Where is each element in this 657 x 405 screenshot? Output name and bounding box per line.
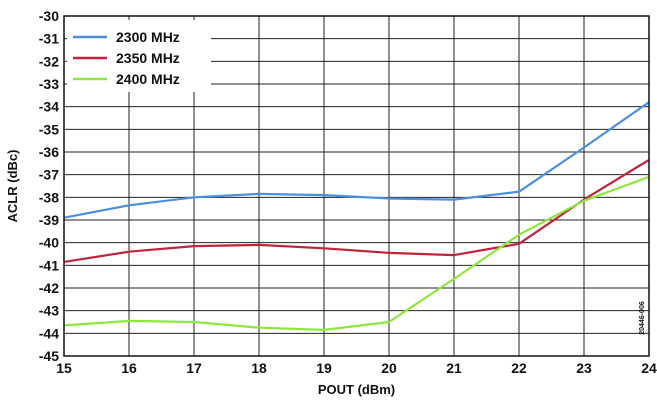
series-line-3 bbox=[63, 175, 650, 331]
x-tick-label: 21 bbox=[446, 360, 462, 376]
y-tick-label: -37 bbox=[39, 167, 59, 183]
y-tick-label: -34 bbox=[39, 99, 59, 115]
y-tick-label: -36 bbox=[39, 144, 59, 160]
legend-label-2: 2350 MHz bbox=[116, 50, 180, 66]
x-tick-label: 22 bbox=[511, 360, 527, 376]
y-tick-label: -39 bbox=[39, 212, 59, 228]
plot-frame bbox=[63, 15, 650, 357]
x-tick-label: 19 bbox=[316, 360, 332, 376]
x-tick-label: 18 bbox=[251, 360, 267, 376]
x-tick-label: 20 bbox=[381, 360, 397, 376]
y-tick-label: -35 bbox=[39, 121, 59, 137]
y-tick-label: -43 bbox=[39, 303, 59, 319]
series-line-2 bbox=[63, 158, 650, 263]
y-tick-label: -42 bbox=[39, 280, 59, 296]
x-tick-label: 17 bbox=[186, 360, 202, 376]
frame-layer bbox=[63, 15, 650, 357]
x-tick-label: 15 bbox=[56, 360, 72, 376]
legend-label-1: 2300 MHz bbox=[116, 29, 180, 45]
y-tick-label: -32 bbox=[39, 53, 59, 69]
y-tick-label: -41 bbox=[39, 257, 59, 273]
x-tick-label: 23 bbox=[576, 360, 592, 376]
y-tick-label: -30 bbox=[39, 8, 59, 24]
y-tick-label: -44 bbox=[39, 325, 59, 341]
legend: 2300 MHz 2350 MHz 2400 MHz bbox=[67, 20, 211, 92]
tick-labels-layer: 15 16 17 18 19 20 21 22 23 24 -30 -31 -32 -33 -34 -35 -3… bbox=[39, 8, 657, 376]
series-layer bbox=[63, 101, 650, 331]
figure-id-label: 20446-006 bbox=[639, 301, 646, 335]
y-tick-label: -40 bbox=[39, 235, 59, 251]
legend-label-3: 2400 MHz bbox=[116, 71, 180, 87]
y-tick-label: -38 bbox=[39, 189, 59, 205]
y-axis-title: ACLR (dBc) bbox=[5, 150, 20, 223]
y-tick-label: -33 bbox=[39, 76, 59, 92]
x-tick-label: 24 bbox=[641, 360, 657, 376]
y-tick-label: -31 bbox=[39, 31, 59, 47]
series-line-1 bbox=[63, 101, 650, 219]
x-axis-title: POUT (dBm) bbox=[318, 382, 395, 397]
x-tick-label: 16 bbox=[121, 360, 137, 376]
y-tick-label: -45 bbox=[39, 348, 59, 364]
